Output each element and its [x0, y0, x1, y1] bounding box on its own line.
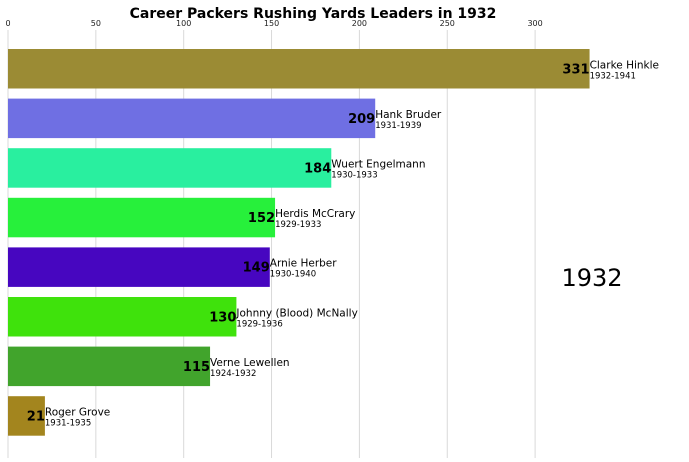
bar-years-label-8: 1931-1935	[45, 418, 91, 428]
x-tick-label-100: 100	[176, 19, 191, 28]
bar-value-label-8: 21	[27, 409, 45, 424]
bar-3	[8, 148, 332, 188]
bar-value-label-3: 184	[304, 161, 331, 176]
bar-years-label-1: 1932-1941	[590, 71, 636, 81]
year-watermark: 1932	[561, 264, 622, 292]
bar-name-label-5: Arnie Herber	[270, 258, 337, 270]
bar-years-label-3: 1930-1933	[331, 170, 377, 180]
x-tick-label-300: 300	[527, 19, 542, 28]
bar-name-label-1: Clarke Hinkle	[590, 59, 659, 71]
x-tick-label-250: 250	[440, 19, 455, 28]
bar-5	[8, 247, 270, 287]
gridlines	[7, 30, 536, 458]
bar-name-label-7: Verne Lewellen	[210, 357, 290, 369]
bar-name-label-3: Wuert Engelmann	[331, 158, 425, 170]
bar-value-label-4: 152	[248, 211, 275, 226]
bar-value-label-5: 149	[243, 261, 270, 276]
x-tick-label-200: 200	[352, 19, 367, 28]
bar-6	[8, 297, 237, 337]
x-tick-label-150: 150	[264, 19, 279, 28]
bar-years-label-2: 1931-1939	[375, 121, 421, 131]
bar-8	[8, 396, 45, 436]
bar-name-label-8: Roger Grove	[45, 406, 110, 418]
x-tick-label-0: 0	[5, 19, 10, 28]
bar-2	[8, 98, 376, 139]
bar-name-label-2: Hank Bruder	[375, 109, 442, 121]
bar-years-label-7: 1924-1932	[210, 369, 256, 379]
x-tick-label-50: 50	[91, 19, 101, 28]
bar-value-label-1: 331	[562, 62, 589, 77]
bars	[8, 49, 590, 436]
bar-years-label-5: 1930-1940	[270, 270, 316, 280]
bar-7	[8, 346, 211, 387]
x-axis-ticks: 0 50 100 150 200 250 300	[5, 19, 542, 28]
bar-value-label-7: 115	[183, 360, 210, 375]
chart-title: Career Packers Rushing Yards Leaders in …	[130, 6, 497, 22]
bar-value-label-2: 209	[348, 112, 375, 127]
bar-years-label-4: 1929-1933	[275, 220, 321, 230]
bar-1	[8, 49, 590, 89]
bar-value-label-6: 130	[209, 310, 236, 325]
bar-years-label-6: 1929-1936	[236, 319, 282, 329]
bar-name-label-6: Johnny (Blood) McNally	[235, 307, 357, 319]
bar-4	[8, 197, 276, 238]
bar-name-label-4: Herdis McCrary	[275, 208, 355, 220]
